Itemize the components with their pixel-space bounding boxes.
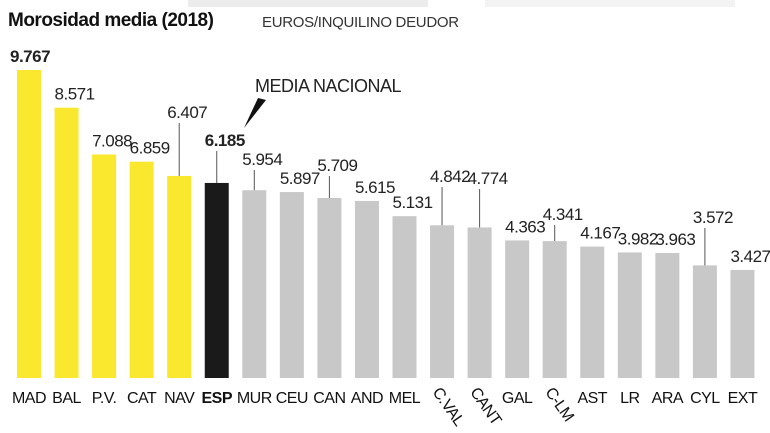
bar-bal [54, 107, 79, 378]
bar-and [354, 200, 379, 378]
bar-ext [730, 269, 755, 378]
data-label: 6.185 [205, 131, 245, 150]
bar-ceu [279, 192, 304, 378]
data-label: 4.774 [468, 169, 508, 188]
bar-nav [167, 175, 192, 378]
data-label: 5.615 [355, 178, 395, 197]
data-label: 3.963 [655, 230, 695, 249]
category-label: C-LM [541, 385, 576, 425]
category-label: LR [620, 390, 639, 407]
annotation-pointer [244, 98, 266, 128]
data-label: 4.363 [505, 217, 545, 236]
bar-ast [580, 246, 605, 378]
data-label: 6.407 [167, 103, 207, 122]
data-label: 6.859 [130, 139, 170, 158]
category-label: CANT [466, 385, 504, 429]
category-label: BAL [52, 390, 81, 407]
category-label: MEL [389, 390, 421, 407]
bar-can [317, 197, 342, 378]
top-decoration [485, 0, 735, 7]
data-label: 5.954 [242, 150, 282, 169]
bar-cyl [692, 265, 717, 378]
category-label: CAT [127, 390, 157, 407]
category-label: CEU [276, 390, 308, 407]
data-label: 5.897 [280, 169, 320, 188]
chart-subtitle: EUROS/INQUILINO DEUDOR [262, 14, 459, 31]
bar-esp [204, 182, 229, 378]
data-label: 9.767 [10, 47, 50, 66]
category-label: MUR [237, 390, 272, 407]
bar-cant [467, 227, 492, 378]
data-label: 4.341 [543, 205, 583, 224]
category-label: ESP [201, 390, 232, 407]
bar-cval [430, 225, 455, 378]
bar-pv [92, 154, 117, 378]
category-label: EXT [728, 390, 758, 407]
data-label: 3.982 [618, 229, 658, 248]
bar-mur [242, 190, 267, 378]
category-label: GAL [502, 390, 533, 407]
data-label: 3.427 [730, 247, 770, 266]
data-label: 4.842 [430, 167, 470, 186]
data-label: 7.088 [92, 131, 132, 150]
chart-title: Morosidad media (2018) [8, 10, 214, 31]
category-label: CAN [313, 390, 345, 407]
category-label: NAV [164, 390, 195, 407]
annotation-media-nacional: MEDIA NACIONAL [255, 76, 402, 96]
data-label: 8.571 [55, 85, 95, 104]
category-label: MAD [12, 390, 46, 407]
category-label: C.VAL [429, 385, 468, 430]
data-label: 4.167 [580, 224, 620, 243]
bar-cat [129, 161, 154, 378]
top-decoration [188, 0, 428, 7]
bar-ara [655, 253, 680, 378]
category-label: CYL [690, 390, 720, 407]
category-label: ARA [652, 390, 684, 407]
data-label: 3.572 [693, 208, 733, 227]
bar-clm [542, 241, 567, 378]
data-label: 5.709 [317, 156, 357, 175]
category-label: P.V. [92, 390, 117, 407]
category-label: AST [577, 390, 607, 407]
bar-mad [17, 70, 41, 378]
data-label: 5.131 [393, 193, 433, 212]
category-label: AND [351, 390, 383, 407]
bar-mel [392, 216, 417, 378]
bar-lr [617, 252, 642, 378]
bar-gal [505, 240, 530, 378]
